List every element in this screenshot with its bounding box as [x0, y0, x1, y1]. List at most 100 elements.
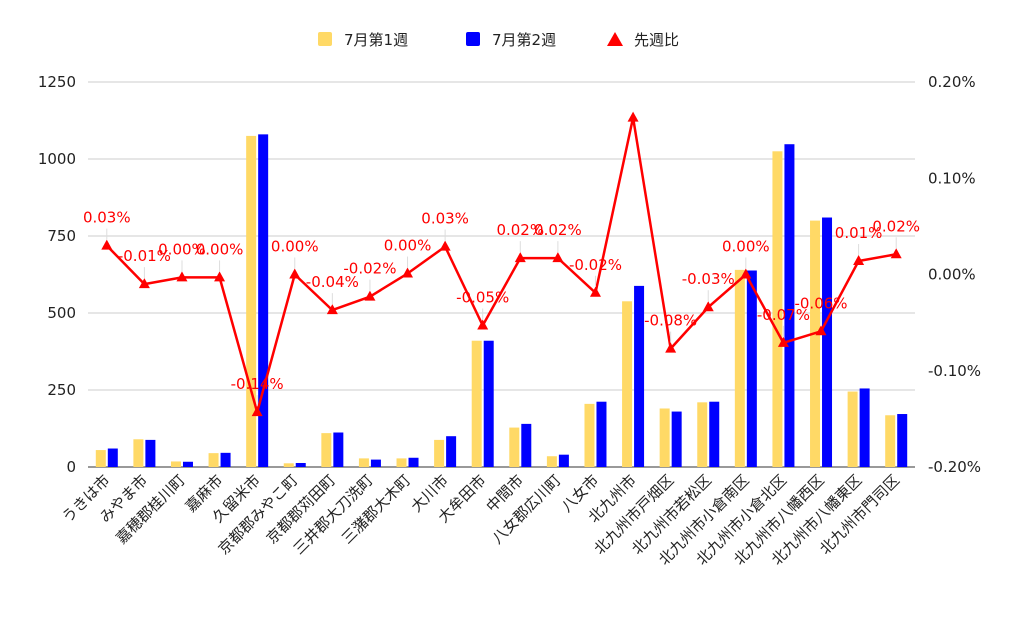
bar-week1 — [810, 220, 821, 467]
ratio-point — [853, 255, 865, 266]
ratio-point — [101, 239, 113, 250]
ratio-point — [589, 286, 601, 297]
bar-week2 — [333, 432, 344, 467]
y-right-tick-label: 0.00% — [928, 266, 976, 284]
bar-week2 — [370, 459, 381, 467]
left-axis: 0 250 500 750 1000 1250 — [38, 73, 76, 476]
ratio-data-label: -0.02% — [343, 260, 396, 278]
bar-week2 — [822, 217, 833, 467]
bar-week2 — [709, 401, 720, 467]
bar-week2 — [258, 134, 269, 468]
ratio-data-label: 0.03% — [83, 209, 131, 227]
ratio-data-label: 0.00% — [384, 237, 432, 255]
ratio-point — [176, 271, 188, 282]
bar-week1 — [396, 458, 407, 467]
ratio-data-label: -0.03% — [682, 270, 735, 288]
bar-week1 — [321, 433, 332, 467]
bar-week1 — [170, 461, 181, 467]
ratio-data-label: -0.04% — [306, 273, 359, 291]
ratio-data-label: -0.08% — [644, 312, 697, 330]
bar-week2 — [408, 457, 419, 467]
bar-week2 — [483, 340, 494, 467]
bar-week1 — [546, 456, 557, 467]
bar-week1 — [471, 340, 482, 467]
ratio-point — [251, 406, 263, 417]
right-axis: -0.20% -0.10% 0.00% 0.10% 0.20% — [928, 73, 981, 476]
bar-week2 — [897, 414, 908, 467]
bar-week1 — [133, 439, 144, 467]
y-right-tick-label: 0.20% — [928, 73, 976, 91]
ratio-point — [439, 240, 451, 251]
bar-week2 — [634, 285, 645, 467]
y-left-tick-label: 0 — [66, 458, 76, 476]
bar-week1 — [584, 403, 595, 467]
bar-week1 — [659, 408, 670, 467]
legend-label-2: 7月第2週 — [492, 31, 556, 49]
bar-week1 — [697, 402, 708, 467]
bar-week2 — [521, 423, 532, 467]
y-left-tick-label: 250 — [47, 381, 76, 399]
data-labels: 0.03%-0.01%0.00%0.00%-0.14%0.00%-0.04%-0… — [83, 209, 920, 407]
ratio-point — [289, 268, 301, 279]
bar-week1 — [95, 450, 106, 467]
bar-week1 — [509, 427, 520, 467]
y-left-tick-label: 750 — [47, 227, 76, 245]
ratio-data-label: -0.01% — [118, 247, 171, 265]
legend-swatch-1 — [318, 32, 332, 46]
ratio-line — [105, 116, 897, 414]
ratio-point — [702, 301, 714, 312]
ratio-data-label: 0.00% — [158, 240, 206, 258]
bar-week1 — [283, 463, 294, 467]
bar-week1 — [358, 458, 369, 467]
ratio-point — [740, 268, 752, 279]
y-right-tick-label: 0.10% — [928, 169, 976, 187]
ratio-data-label: -0.02% — [569, 256, 622, 274]
legend: 7月第1週 7月第2週 先週比 — [318, 31, 679, 49]
ratio-data-label: -0.06% — [794, 294, 847, 312]
ratio-point — [138, 278, 150, 289]
bar-week1 — [622, 301, 633, 467]
bar-week2 — [784, 144, 795, 467]
ratio-data-label: -0.05% — [456, 289, 509, 307]
x-axis: うきは市みやま市嘉穂郡桂川町嘉麻市久留米市京都郡みやこ町京都郡苅田町三井郡大刀洗… — [58, 471, 903, 569]
bar-week2 — [859, 388, 870, 467]
ratio-point — [552, 252, 564, 263]
ratio-point — [402, 267, 414, 278]
ratio-point — [214, 271, 226, 282]
y-left-tick-label: 500 — [47, 304, 76, 322]
ratio-point — [477, 319, 489, 330]
ratio-data-label: 0.02% — [496, 221, 544, 239]
y-right-tick-label: -0.10% — [928, 362, 981, 380]
bar-week2 — [220, 452, 231, 467]
ratio-point — [364, 290, 376, 301]
bar-week2 — [107, 448, 118, 467]
ratio-point — [514, 252, 526, 263]
y-left-tick-label: 1250 — [38, 73, 76, 91]
bar-week1 — [772, 151, 783, 468]
ratio-point — [627, 111, 639, 122]
bar-week1 — [847, 391, 858, 467]
bar-week1 — [734, 269, 745, 467]
ratio-data-label: 0.01% — [835, 224, 883, 242]
legend-label-1: 7月第1週 — [344, 31, 408, 49]
legend-swatch-2 — [466, 32, 480, 46]
bar-week2 — [145, 439, 156, 467]
bar-series — [95, 134, 908, 468]
ratio-data-label: 0.03% — [421, 210, 469, 228]
legend-marker-triangle — [607, 32, 623, 46]
line-series — [101, 111, 902, 417]
bar-week2 — [746, 270, 757, 467]
ratio-point — [890, 248, 902, 259]
ratio-point — [326, 304, 338, 315]
ratio-data-label: 0.02% — [534, 221, 582, 239]
ratio-data-label: 0.00% — [722, 238, 770, 256]
bar-week2 — [446, 436, 457, 467]
ratio-data-label: 0.00% — [196, 240, 244, 258]
y-right-tick-label: -0.20% — [928, 458, 981, 476]
bar-week2 — [182, 461, 193, 467]
bar-week2 — [558, 454, 569, 467]
ratio-data-label: -0.07% — [757, 306, 810, 324]
bar-week1 — [208, 453, 219, 467]
bar-week2 — [596, 401, 607, 467]
